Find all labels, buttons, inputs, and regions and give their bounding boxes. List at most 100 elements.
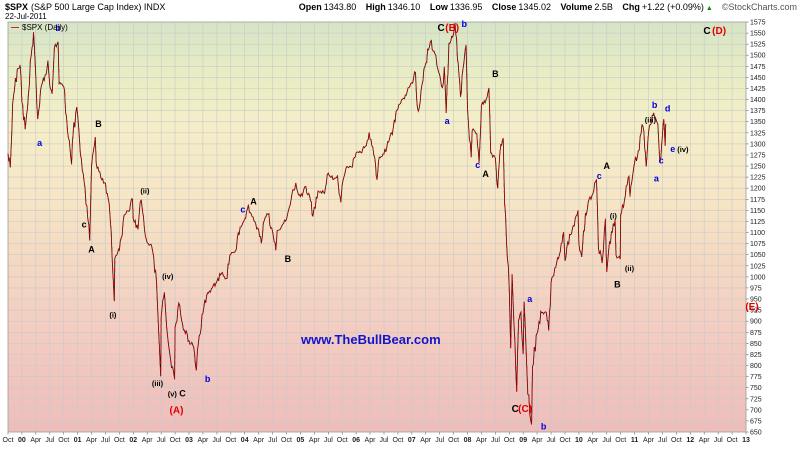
y-axis-label: 950 [750,297,762,304]
y-axis-label: 775 [750,374,762,381]
x-axis-label: 00 [18,437,26,444]
price-series [7,22,667,425]
x-axis: Oct 00 Apr Jul Oct 01 Apr Jul Oct 02 Apr Jul Oct 03 Ap… [3,432,750,444]
x-axis-label: Oct [114,437,125,444]
x-axis-label: Apr [86,437,98,444]
x-axis-label: Apr [142,437,154,444]
price-line-red [7,22,667,425]
low-value: 1336.95 [449,2,483,12]
y-axis-label: 975 [750,285,762,292]
x-axis-label: 10 [575,437,583,444]
x-axis-label: Oct [170,437,181,444]
x-axis-label: Jul [658,437,667,444]
x-axis-label: Apr [197,437,209,444]
wave-label: a [527,294,533,304]
y-axis-label: 1550 [750,31,766,38]
x-axis-label: Jul [435,437,444,444]
y-axis-label: 1525 [750,42,766,49]
y-axis-label: 800 [750,363,762,370]
y-axis-label: 850 [750,341,762,348]
open-value: 1343.80 [323,2,357,12]
x-axis-label: Apr [532,437,544,444]
wave-label: A [482,169,489,179]
wave-label: C [512,404,519,415]
y-axis-label: 1150 [750,208,765,215]
wave-label: a [654,174,660,184]
x-axis-label: Oct [560,437,571,444]
volume-label: Volume [560,2,593,12]
x-axis-label: Oct [225,437,236,444]
x-axis-label: Apr [699,437,711,444]
y-axis-label: 1275 [750,153,766,160]
wave-label: (ii) [625,264,635,273]
x-axis-label: Jul [212,437,221,444]
y-axis-label: 900 [750,319,762,326]
x-axis-label: 02 [129,437,137,444]
wave-label: (iv) [162,272,174,281]
wave-label: A [88,244,95,254]
wave-label: B [492,69,499,79]
x-axis-label: Apr [365,437,377,444]
wave-label: (D) [712,26,726,37]
wave-label: B [285,254,292,264]
y-axis-label: 650 [750,430,762,437]
y-axis: 650 675 700 725 750 775 800 825 850 875 900 925 950 9… [746,20,766,437]
x-axis-label: Apr [253,437,265,444]
x-axis-label: Apr [420,437,432,444]
wave-label: b [205,374,211,384]
close-value: 1345.02 [518,2,551,12]
x-axis-label: Apr [30,437,42,444]
wave-label: a [445,116,451,126]
change-value: +1.22 (+0.09%) [641,2,704,12]
y-axis-label: 1400 [750,97,766,104]
high-label: High [365,2,386,12]
wave-label: (iii) [152,379,164,388]
y-axis-label: 700 [750,407,762,414]
x-axis-label: Oct [392,437,403,444]
wave-label: c [475,160,480,170]
wave-label: C [437,23,444,34]
x-axis-label: Jul [714,437,723,444]
y-axis-label: 1200 [750,186,766,193]
y-axis-label: 750 [750,385,762,392]
low-label: Low [429,2,448,12]
y-axis-label: 1450 [750,75,766,82]
wave-label: A [250,197,257,207]
wave-label: b [462,19,468,29]
x-axis-label: 01 [74,437,82,444]
wave-label: C [703,26,710,37]
wave-label: c [240,205,245,215]
x-axis-label: 07 [408,437,416,444]
wave-label: (B) [445,23,459,34]
wave-label: (iii) [645,116,657,125]
symbol: $SPX [5,2,29,12]
x-axis-label: 12 [686,437,694,444]
wave-label: B [614,279,621,289]
x-axis-label: 03 [185,437,193,444]
wave-label: a [37,138,43,148]
y-axis-label: 1500 [750,53,766,60]
wave-label: C [179,388,186,398]
wave-label: (C) [518,404,532,415]
chart-header: $SPX (S&P 500 Large Cap Index) INDX Open… [5,2,797,12]
wave-label: (ii) [140,186,150,195]
wave-label: (i) [610,212,618,221]
x-axis-label: Oct [3,437,14,444]
x-axis-label: Oct [281,437,292,444]
x-axis-label: Jul [547,437,556,444]
y-axis-label: 1075 [750,241,766,248]
plot-border [7,21,747,433]
series-legend-label: $SPX (Daily) [22,23,68,32]
wave-label: b [652,100,658,110]
wave-label: b [541,422,547,432]
y-axis-label: 1225 [750,175,766,182]
x-axis-label: Jul [491,437,500,444]
x-axis-label: Apr [476,437,488,444]
x-axis-label: Jul [380,437,389,444]
x-axis-label: Oct [337,437,348,444]
wave-label: B [95,119,102,129]
wave-label: (v) [168,389,178,398]
y-axis-label: 1425 [750,86,766,93]
x-axis-label: Jul [157,437,166,444]
